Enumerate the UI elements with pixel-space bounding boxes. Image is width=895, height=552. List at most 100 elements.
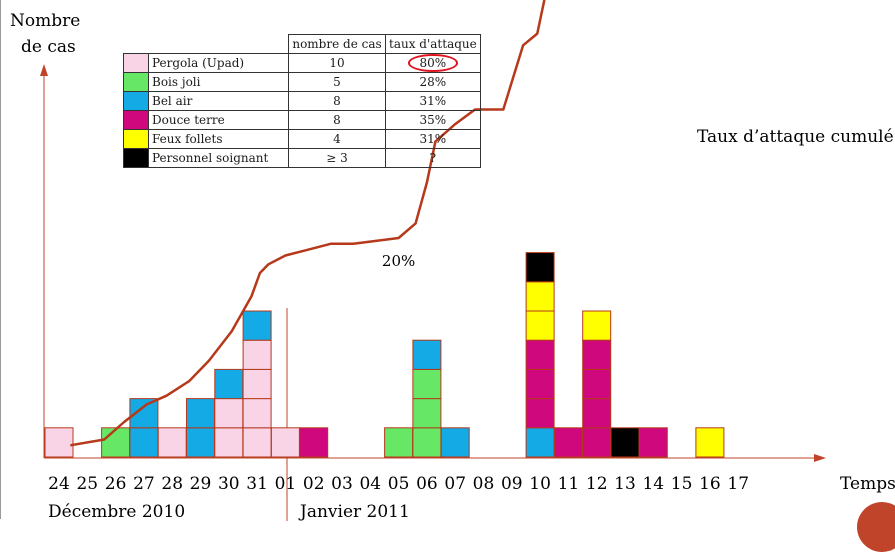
legend-cases: 8	[288, 110, 386, 130]
legend-swatch	[123, 110, 149, 130]
legend-swatch	[123, 91, 149, 111]
legend-cases: 5	[288, 72, 386, 92]
cumulative-rate-labels: 20%39%	[382, 252, 415, 270]
x-tick-label: 07	[444, 474, 466, 494]
legend-rate-value: 80%	[407, 54, 459, 72]
legend-name: Feux follets	[148, 129, 289, 149]
bar-cell	[157, 427, 187, 458]
legend-rate: 80%	[385, 53, 481, 73]
bar-cell	[242, 339, 272, 370]
x-tick-label: 06	[416, 474, 438, 494]
bar-cell	[525, 368, 555, 400]
bar-cell	[525, 281, 555, 312]
x-tick-label: 29	[190, 474, 212, 494]
x-tick-label: 13	[614, 474, 636, 494]
legend-row: Pergola (Upad) 10 80%	[123, 53, 481, 73]
x-tick-label: 08	[473, 474, 495, 494]
bar-cell	[186, 398, 215, 429]
period-label-december: Décembre 2010	[48, 502, 185, 521]
y-axis-label-line1: Nombre	[10, 11, 80, 31]
legend-table: nombre de cas taux d'attaque Pergola (Up…	[123, 34, 481, 168]
bar-cell	[525, 252, 555, 283]
legend-row: Bois joli 5 28%	[123, 72, 481, 92]
x-tick-label: 16	[699, 474, 721, 494]
bar-cell	[299, 427, 329, 458]
legend-swatch	[123, 148, 149, 168]
bar-cell	[242, 368, 272, 400]
bar-cell	[553, 427, 583, 458]
x-tick-label: 26	[105, 474, 127, 494]
legend-cases: ≥ 3	[288, 148, 386, 168]
bar-cell	[582, 339, 612, 370]
x-tick-label: 24	[48, 474, 70, 494]
page-number-badge	[857, 502, 895, 552]
bar-cell	[242, 398, 272, 429]
x-tick-label: 14	[642, 474, 664, 494]
bar-cell	[440, 427, 470, 458]
legend-row: Feux follets 4 31%	[123, 129, 481, 149]
x-tick-label: 04	[359, 474, 381, 494]
x-tick-label: 10	[529, 474, 551, 494]
x-axis-arrowhead	[814, 454, 826, 462]
legend-rate: 31%	[385, 91, 481, 111]
x-tick-label: 05	[388, 474, 410, 494]
x-tick-label: 30	[218, 474, 240, 494]
legend-header-cases: nombre de cas	[288, 34, 386, 54]
bar-cell	[412, 368, 442, 400]
legend-row: Douce terre 8 35%	[123, 110, 481, 130]
x-tick-label: 28	[161, 474, 183, 494]
bar-cell	[214, 427, 244, 458]
bar-cell	[695, 427, 725, 458]
bar-cell	[610, 427, 640, 458]
y-axis-arrowhead	[40, 64, 48, 76]
x-tick-label: 17	[727, 474, 749, 494]
legend-swatch	[123, 72, 149, 92]
bar-cell	[412, 427, 442, 458]
legend-rate: 35%	[385, 110, 481, 130]
x-tick-label: 25	[76, 474, 98, 494]
cumulative-attack-rate-line	[70, 0, 546, 447]
legend-cases: 4	[288, 129, 386, 149]
legend-name: Bois joli	[148, 72, 289, 92]
legend-rate: ?	[385, 148, 481, 168]
bar-cell	[214, 398, 244, 429]
period-label-january: Janvier 2011	[298, 502, 410, 521]
x-tick-label: 09	[501, 474, 523, 494]
bar-cell	[242, 310, 272, 341]
legend-rate: 28%	[385, 72, 481, 92]
bar-cell	[582, 398, 612, 429]
bar-cell	[129, 427, 159, 458]
legend-name: Bel air	[148, 91, 289, 111]
y-axis-label-line2: de cas	[21, 37, 76, 57]
x-tick-label: 11	[558, 474, 580, 494]
x-tick-label: 03	[331, 474, 353, 494]
bar-cell	[44, 427, 74, 458]
legend-cases: 10	[288, 53, 386, 73]
bar-cell	[582, 310, 612, 341]
x-tick-label: 31	[246, 474, 268, 494]
bar-cell	[242, 427, 272, 458]
cumulative-rate-series-label: Taux d’attaque cumulé	[697, 127, 894, 147]
legend-swatch	[123, 129, 149, 149]
legend-row: Bel air 8 31%	[123, 91, 481, 111]
bar-cell	[270, 427, 300, 458]
point-label: 20%	[382, 252, 415, 270]
x-tick-label: 01	[275, 474, 297, 494]
legend-rate: 31%	[385, 129, 481, 149]
legend-name: Personnel soignant	[148, 148, 289, 168]
x-tick-label: 15	[671, 474, 693, 494]
x-tick-label: 02	[303, 474, 325, 494]
legend-header-row: nombre de cas taux d'attaque	[123, 34, 481, 54]
legend-name: Pergola (Upad)	[148, 53, 289, 73]
legend-swatch	[123, 53, 149, 73]
bar-cell	[525, 398, 555, 429]
bar-cell	[101, 427, 131, 458]
bar-cell	[412, 339, 442, 370]
legend-cases: 8	[288, 91, 386, 111]
bar-cell	[129, 398, 159, 429]
bar-cell	[384, 427, 414, 458]
bar-cell	[525, 339, 555, 370]
bar-cell	[525, 310, 555, 341]
bar-cell	[638, 427, 668, 458]
bar-cell	[186, 427, 215, 458]
